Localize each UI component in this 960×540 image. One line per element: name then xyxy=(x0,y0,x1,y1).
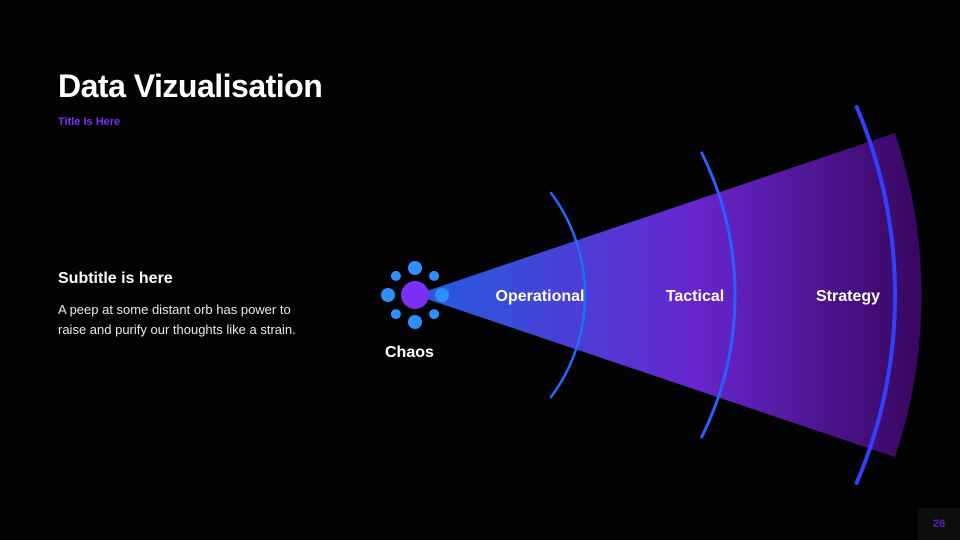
slide-root: Data Vizualisation Title Is Here Subtitl… xyxy=(0,0,960,540)
subtitle: Subtitle is here xyxy=(58,270,173,288)
cone-label-0: Operational xyxy=(496,288,585,305)
chaos-satellite xyxy=(408,261,422,275)
chaos-core xyxy=(401,281,429,309)
cone-svg: Chaos Operational Tactical Strategy xyxy=(340,95,960,495)
chaos-satellite xyxy=(429,309,439,319)
cone-label-1: Tactical xyxy=(666,288,724,305)
chaos-satellite xyxy=(435,288,449,302)
chaos-satellite xyxy=(391,271,401,281)
cone-diagram: Chaos Operational Tactical Strategy xyxy=(340,95,960,495)
chaos-satellite xyxy=(408,315,422,329)
cone-labels: Operational Tactical Strategy xyxy=(496,288,881,305)
chaos-label: Chaos xyxy=(385,344,434,361)
page-number-text: 26 xyxy=(933,518,945,530)
cone-label-2: Strategy xyxy=(816,288,880,305)
chaos-satellite xyxy=(381,288,395,302)
chaos-node: Chaos xyxy=(381,261,449,361)
page-overline: Title Is Here xyxy=(58,116,120,128)
page-number: 26 xyxy=(918,508,960,540)
body-text: A peep at some distant orb has power to … xyxy=(58,300,298,340)
chaos-satellite xyxy=(391,309,401,319)
chaos-satellite xyxy=(429,271,439,281)
page-title: Data Vizualisation xyxy=(58,68,322,105)
